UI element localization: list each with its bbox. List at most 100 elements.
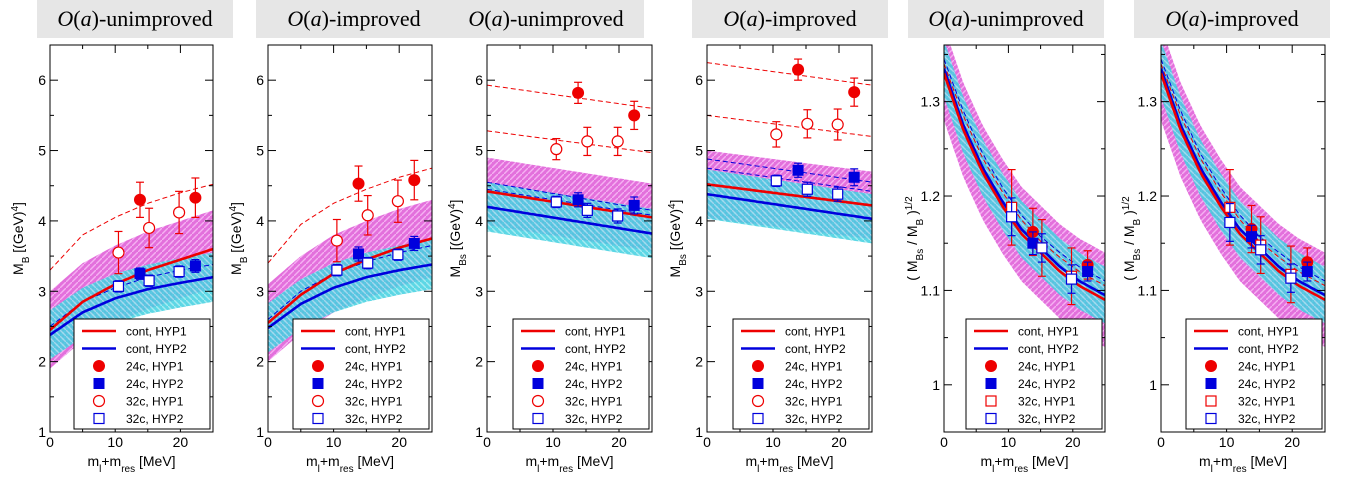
legend-entry-label: cont, HYP1: [126, 325, 187, 339]
y-tick-label: 1: [256, 424, 264, 440]
legend-entry-label: 24c, HYP1: [1018, 360, 1076, 374]
y-tick-label: 2: [475, 354, 483, 370]
legend-marker-swatch: [985, 412, 997, 425]
axes-frame: [1160, 44, 1326, 433]
legend-marker-swatch: [752, 360, 764, 372]
x-tick-label: 20: [611, 434, 627, 450]
y-axis-label: MBs [(GeV)4]: [667, 200, 689, 278]
continuum-curve: [268, 263, 432, 329]
data-point: [572, 194, 584, 206]
legend-entry-label: 32c, HYP1: [785, 395, 843, 409]
y-tick-label: 4: [475, 213, 483, 229]
data-point: [801, 183, 813, 195]
data-point: [848, 86, 861, 99]
legend-box: [512, 318, 650, 430]
legend: cont, HYP1 cont, HYP2 24c, HYP1 24c, HYP2 32…: [965, 318, 1103, 430]
dashed-fit-line: [707, 114, 872, 137]
continuum-curve: [487, 205, 652, 235]
data-point: [770, 128, 783, 141]
data-point: [550, 196, 562, 208]
y-axis-label: ( MBs / MB )1/2: [904, 196, 926, 281]
chart-panel-3: O(a)-unimproved 0 10 20 1 2 3 4 5 6 ml+mres [MeV] M…: [447, 0, 653, 475]
data-point: [392, 249, 404, 261]
y-tick-label: 5: [475, 143, 483, 159]
legend-entry-label: cont, HYP2: [345, 342, 406, 356]
legend-marker-swatch: [532, 412, 544, 425]
legend-entry-label: cont, HYP2: [1238, 342, 1299, 356]
y-tick-label: 3: [695, 283, 703, 299]
plot-area: [944, 45, 1105, 347]
legend-entry-label: 24c, HYP1: [1238, 360, 1296, 374]
data-point: [408, 237, 420, 249]
chart-title-box: [1134, 0, 1330, 38]
data-point: [792, 63, 805, 76]
y-tick-label: 3: [475, 283, 483, 299]
continuum-curve: [50, 247, 213, 331]
legend-entry-label: 32c, HYP2: [126, 412, 184, 426]
legend-entry-label: 32c, HYP1: [1018, 395, 1076, 409]
data-point: [1065, 273, 1078, 285]
legend-entry-label: 24c, HYP1: [345, 360, 403, 374]
legend-entry-label: cont, HYP1: [1238, 325, 1299, 339]
continuum-curve: [1161, 68, 1325, 297]
dashed-fit-line: [487, 181, 652, 211]
x-tick-label: 20: [391, 434, 407, 450]
chart-panel-2: O(a)-improved 0 10 20 1 2 3 4 5 6 ml+mres [MeV] MB …: [228, 0, 452, 475]
axes-frame: [706, 44, 873, 433]
data-point: [848, 171, 860, 183]
chart-title-box: [256, 0, 452, 38]
data-point: [1285, 272, 1297, 284]
legend: cont, HYP1 cont, HYP2 24c, HYP1 24c, HYP2 32…: [73, 318, 211, 430]
legend-entry-label: 24c, HYP1: [126, 360, 184, 374]
chart-title: O(a)-unimproved: [468, 6, 623, 31]
continuum-curve: [50, 275, 213, 336]
axes-frame: [49, 44, 214, 433]
chart-title: O(a)-improved: [723, 6, 856, 31]
legend-entry-label: cont, HYP2: [565, 342, 626, 356]
data-point: [189, 191, 202, 204]
y-tick-label: 2: [695, 354, 703, 370]
dashed-fit-line: [707, 62, 872, 86]
legend-marker-swatch: [985, 395, 997, 407]
error-band-hyp2: [1161, 45, 1325, 324]
data-point: [1255, 244, 1267, 256]
x-tick-label: 20: [1284, 434, 1300, 450]
x-tick-label: 10: [1001, 434, 1017, 450]
data-point: [143, 275, 155, 287]
legend-entry-label: cont, HYP1: [785, 325, 846, 339]
axes-frame: [943, 44, 1106, 433]
data-point: [611, 135, 624, 148]
legend: cont, HYP1 cont, HYP2 24c, HYP1 24c, HYP2 32…: [292, 318, 430, 430]
legend-marker-swatch: [531, 394, 545, 408]
data-point: [353, 248, 365, 260]
y-tick-label: 2: [256, 354, 264, 370]
data-point: [1224, 216, 1236, 229]
y-tick-label: 1: [695, 424, 703, 440]
data-point: [550, 143, 563, 156]
legend-entry-label: 24c, HYP2: [1238, 377, 1296, 391]
data-point: [352, 177, 365, 190]
legend-marker-swatch: [532, 378, 544, 389]
x-tick-label: 10: [765, 434, 781, 450]
legend-box: [73, 318, 211, 430]
y-tick-label: 5: [695, 143, 703, 159]
x-tick-label: 20: [1065, 434, 1081, 450]
legend-marker-swatch: [1205, 378, 1217, 389]
legend-marker-swatch: [312, 378, 324, 389]
y-tick-label: 1: [1149, 377, 1157, 393]
y-tick-label: 1.3: [921, 94, 941, 110]
continuum-curve: [944, 68, 1105, 297]
chart-title: O(a)-unimproved: [57, 6, 212, 31]
dashed-fit-line: [487, 130, 652, 154]
legend: cont, HYP1 cont, HYP2 24c, HYP1 24c, HYP2 32…: [1185, 318, 1323, 430]
dashed-fit-line: [487, 84, 652, 109]
data-point: [1246, 231, 1258, 243]
legend-marker-swatch: [751, 394, 765, 408]
continuum-curve: [707, 183, 872, 207]
x-tick-label: 10: [545, 434, 561, 450]
y-tick-label: 4: [38, 213, 46, 229]
data-point: [134, 268, 146, 280]
data-point: [133, 193, 146, 206]
x-tick-label: 0: [940, 434, 948, 450]
